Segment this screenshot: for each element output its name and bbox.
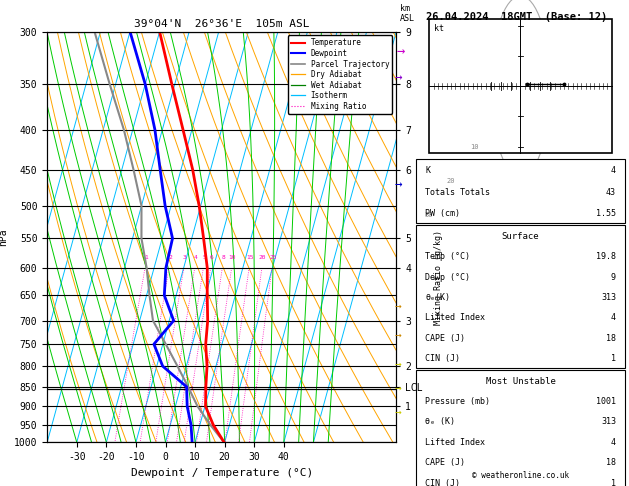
Text: kt: kt (434, 24, 443, 34)
Text: K: K (425, 166, 430, 175)
Bar (416, 225, 625, 368)
Text: Surface: Surface (502, 232, 539, 241)
Text: 18: 18 (606, 458, 616, 467)
Text: CAPE (J): CAPE (J) (425, 458, 465, 467)
Text: © weatheronline.co.uk: © weatheronline.co.uk (472, 471, 569, 480)
Text: 1: 1 (611, 354, 616, 363)
Text: 18: 18 (606, 334, 616, 343)
Text: 10: 10 (470, 144, 479, 151)
Legend: Temperature, Dewpoint, Parcel Trajectory, Dry Adiabat, Wet Adiabat, Isotherm, Mi: Temperature, Dewpoint, Parcel Trajectory… (288, 35, 392, 114)
Text: 10: 10 (229, 255, 237, 260)
Text: 20: 20 (447, 178, 455, 185)
Text: θₑ (K): θₑ (K) (425, 417, 455, 426)
Text: Pressure (mb): Pressure (mb) (425, 397, 490, 406)
Text: 1001: 1001 (596, 397, 616, 406)
Text: Most Unstable: Most Unstable (486, 377, 555, 385)
Text: km
ASL: km ASL (400, 4, 415, 23)
Text: 19.8: 19.8 (596, 252, 616, 261)
Text: CIN (J): CIN (J) (425, 354, 460, 363)
Text: Temp (°C): Temp (°C) (425, 252, 470, 261)
Text: 43: 43 (606, 188, 616, 196)
Text: →: → (394, 384, 401, 394)
Title: 39°04'N  26°36'E  105m ASL: 39°04'N 26°36'E 105m ASL (134, 19, 309, 30)
Text: 1: 1 (611, 479, 616, 486)
Text: PW (cm): PW (cm) (425, 209, 460, 218)
Text: 2: 2 (168, 255, 172, 260)
Text: Dewp (°C): Dewp (°C) (425, 273, 470, 281)
Text: 4: 4 (611, 166, 616, 175)
Text: →: → (394, 71, 402, 84)
Text: 6: 6 (209, 255, 213, 260)
Text: →: → (394, 301, 401, 311)
X-axis label: Dewpoint / Temperature (°C): Dewpoint / Temperature (°C) (131, 468, 313, 478)
Text: CAPE (J): CAPE (J) (425, 334, 465, 343)
Text: CIN (J): CIN (J) (425, 479, 460, 486)
Text: θₑ(K): θₑ(K) (425, 293, 450, 302)
Text: 3: 3 (183, 255, 187, 260)
Text: 313: 313 (601, 293, 616, 302)
Text: 4: 4 (611, 438, 616, 447)
Bar (416, 370, 625, 486)
Text: 8: 8 (221, 255, 225, 260)
Text: 1: 1 (144, 255, 148, 260)
Bar (416, 159, 625, 223)
Text: →: → (396, 44, 404, 58)
Text: 1.55: 1.55 (596, 209, 616, 218)
Text: Mixing Ratio (g/kg): Mixing Ratio (g/kg) (433, 230, 443, 326)
Text: →: → (394, 360, 401, 369)
Text: Totals Totals: Totals Totals (425, 188, 490, 196)
Text: →: → (394, 408, 401, 418)
Text: 9: 9 (611, 273, 616, 281)
Y-axis label: hPa: hPa (0, 228, 8, 246)
Text: Lifted Index: Lifted Index (425, 438, 485, 447)
Text: Lifted Index: Lifted Index (425, 313, 485, 322)
Text: →: → (394, 178, 402, 191)
Text: 313: 313 (601, 417, 616, 426)
Text: 26.04.2024  18GMT  (Base: 12): 26.04.2024 18GMT (Base: 12) (426, 12, 607, 22)
Bar (430, 19, 611, 153)
Text: →: → (394, 330, 401, 340)
Text: 5: 5 (203, 255, 206, 260)
Text: 30: 30 (425, 212, 433, 219)
Text: 25: 25 (269, 255, 277, 260)
Text: 4: 4 (611, 313, 616, 322)
Text: 20: 20 (259, 255, 267, 260)
Text: 4: 4 (194, 255, 198, 260)
Text: 15: 15 (246, 255, 253, 260)
